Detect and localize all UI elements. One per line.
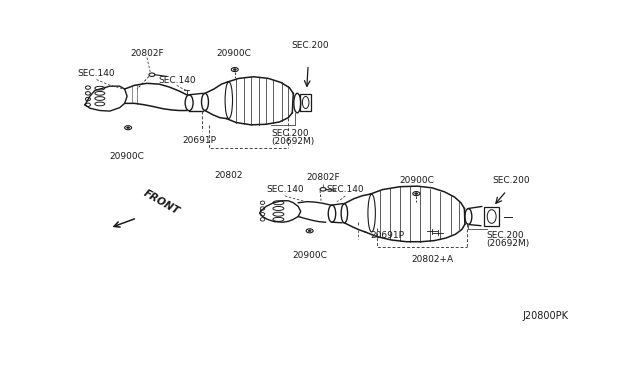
Circle shape	[308, 230, 311, 232]
Text: 20900C: 20900C	[216, 48, 251, 58]
Text: 20802: 20802	[214, 171, 243, 180]
Text: SEC.200: SEC.200	[292, 41, 330, 50]
Text: 20802+A: 20802+A	[411, 255, 453, 264]
Text: 20691P: 20691P	[371, 231, 404, 240]
Text: 20802F: 20802F	[306, 173, 340, 182]
Text: SEC.140: SEC.140	[266, 185, 303, 194]
Text: (20692M): (20692M)	[486, 238, 530, 247]
Text: 20900C: 20900C	[109, 152, 145, 161]
Text: 20900C: 20900C	[292, 251, 327, 260]
Text: SEC.140: SEC.140	[77, 68, 115, 78]
Text: SEC.140: SEC.140	[326, 185, 364, 194]
Text: FRONT: FRONT	[142, 188, 181, 217]
Text: (20692M): (20692M)	[271, 137, 314, 146]
Text: 20691P: 20691P	[182, 136, 216, 145]
Text: SEC.140: SEC.140	[158, 76, 196, 85]
Text: J20800PK: J20800PK	[522, 311, 568, 321]
Text: SEC.200: SEC.200	[486, 231, 524, 240]
Circle shape	[415, 193, 418, 195]
Bar	[300, 94, 311, 111]
Text: 20900C: 20900C	[400, 176, 435, 185]
Text: SEC.200: SEC.200	[271, 129, 308, 138]
Text: 20802F: 20802F	[130, 48, 164, 58]
Text: SEC.200: SEC.200	[493, 176, 531, 185]
Circle shape	[127, 127, 129, 129]
Circle shape	[233, 69, 236, 70]
Bar	[484, 207, 499, 226]
